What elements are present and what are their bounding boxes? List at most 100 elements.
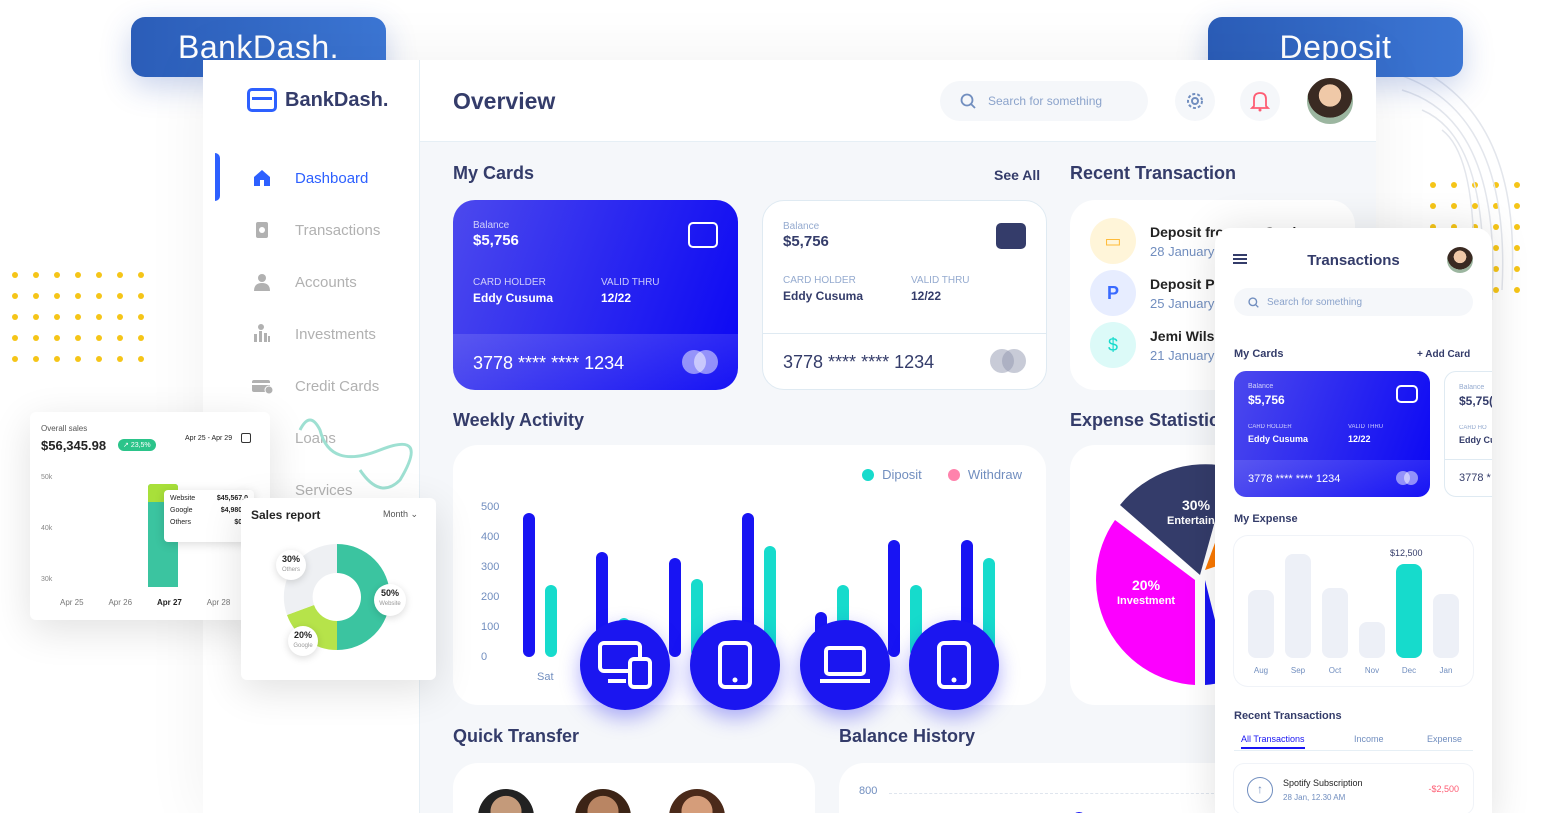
transaction-row[interactable]: ↑ Spotify Subscription 28 Jan, 12.30 AM … — [1234, 764, 1473, 813]
sidebar-item-credit-cards[interactable]: Credit Cards — [203, 360, 419, 412]
sidebar-item-label: Investments — [295, 325, 376, 343]
add-card-button[interactable]: + Add Card — [1417, 349, 1471, 360]
decorative-dot — [1493, 245, 1499, 251]
decorative-dot — [138, 293, 144, 299]
holder-label: CARD HOLDER — [783, 275, 856, 286]
transfer-icon — [251, 219, 273, 241]
x-tick: Apr 28 — [206, 598, 231, 607]
overall-sales-widget: Overall sales $56,345.98 ↗ 23,5% Apr 25 … — [30, 412, 270, 620]
menu-icon[interactable] — [1233, 254, 1247, 264]
mastercard-icon — [990, 349, 1026, 373]
calendar-icon[interactable] — [241, 433, 251, 443]
valid-label: VALID THRU — [911, 275, 970, 286]
decorative-dot — [1514, 224, 1520, 230]
slice-label-google: 20% Google — [288, 626, 318, 656]
decorative-dot — [138, 356, 144, 362]
sidebar-item-transactions[interactable]: Transactions — [203, 204, 419, 256]
decorative-dot — [75, 293, 81, 299]
credit-card-secondary[interactable]: Balance $5,756 CARD HOLDER Eddy Cusuma V… — [762, 200, 1047, 390]
y-tick: 200 — [481, 591, 500, 603]
tab-all-transactions[interactable]: All Transactions — [1241, 734, 1305, 749]
weekly-activity-title: Weekly Activity — [453, 410, 585, 430]
x-tick: Sat — [537, 671, 554, 683]
mastercard-icon — [1396, 471, 1418, 485]
balance-history-panel: 800 — [839, 763, 1239, 813]
y-tick: 30k — [41, 576, 53, 583]
sales-tooltip: Website$45,567.0 Google$4,980.0 Others$0… — [164, 490, 254, 542]
sidebar-item-dashboard[interactable]: Dashboard — [203, 152, 419, 204]
decorative-dot — [12, 335, 18, 341]
recent-transaction-title: Recent Transaction — [1070, 163, 1237, 183]
decorative-dot — [1472, 203, 1478, 209]
slice-investment-label: Investment — [1117, 595, 1176, 607]
sidebar-item-services[interactable]: Services — [203, 464, 419, 516]
sidebar-item-label: Credit Cards — [295, 377, 380, 395]
transaction-date: 21 January — [1150, 347, 1215, 363]
balance-value: $5,756 — [1248, 393, 1285, 407]
tablet-icon — [690, 620, 780, 710]
expense-statistics-title: Expense Statistics — [1070, 410, 1230, 430]
decorative-dot — [1430, 224, 1436, 230]
decorative-dot — [33, 293, 39, 299]
y-tick: 300 — [481, 561, 500, 573]
decorative-dot — [1493, 224, 1499, 230]
search-input[interactable]: Search for something — [940, 81, 1148, 121]
expense-peak-label: $12,500 — [1390, 548, 1423, 558]
see-all-link[interactable]: See All — [994, 167, 1041, 183]
decorative-dot — [33, 314, 39, 320]
tab-income[interactable]: Income — [1354, 734, 1384, 744]
logo-text: BankDash. — [285, 88, 389, 111]
holder-name: Eddy Cusuma — [473, 291, 554, 305]
decorative-dot — [33, 356, 39, 362]
transaction-row[interactable]: $ Jemi Wilson 21 January — [1090, 322, 1232, 368]
period-dropdown[interactable]: Month ⌄ — [383, 509, 419, 519]
contact-avatar[interactable] — [478, 789, 534, 813]
settings-button[interactable] — [1175, 81, 1215, 121]
sales-report-title: Sales report — [251, 508, 321, 522]
overall-sales-value: $56,345.98 — [41, 438, 107, 453]
decorative-dot — [12, 272, 18, 278]
user-icon — [251, 271, 273, 293]
holder-label: CARD HO — [1459, 425, 1487, 431]
card-footer — [1445, 459, 1492, 496]
mobile-credit-card[interactable]: Balance $5,756 CARD HOLDER Eddy Cusuma V… — [1234, 371, 1430, 497]
tabs-divider — [1234, 750, 1473, 751]
slice-entertainment-pct: 30% — [1182, 497, 1211, 513]
mobile-credit-card-secondary[interactable]: Balance $5,75( CARD HO Eddy Cu 3778 * — [1444, 371, 1492, 497]
laptop-icon — [800, 620, 890, 710]
mobile-avatar[interactable] — [1447, 247, 1473, 273]
bell-icon — [1250, 92, 1270, 112]
decorative-dot — [1451, 182, 1457, 188]
decorative-dot — [117, 314, 123, 320]
mobile-transactions-screen: Transactions Search for something My Car… — [1215, 228, 1492, 813]
tab-expense[interactable]: Expense — [1427, 734, 1463, 744]
logo[interactable]: BankDash. — [247, 88, 388, 112]
transaction-date: 28 January — [1150, 243, 1215, 259]
user-avatar[interactable] — [1305, 76, 1355, 126]
decorative-dot — [1493, 266, 1499, 272]
balance-value: $5,756 — [473, 232, 519, 249]
paypal-icon: P — [1090, 270, 1136, 316]
valid-value: 12/22 — [911, 289, 942, 303]
decorative-dot — [96, 356, 102, 362]
sidebar-item-investments[interactable]: Investments — [203, 308, 419, 360]
credit-card-primary[interactable]: Balance $5,756 CARD HOLDER Eddy Cusuma V… — [453, 200, 738, 390]
decorative-dot — [117, 293, 123, 299]
search-icon — [1248, 296, 1259, 308]
date-range[interactable]: Apr 25 - Apr 29 — [185, 435, 233, 442]
bar-withdraw — [764, 546, 776, 657]
contact-avatar[interactable] — [669, 789, 725, 813]
chevron-down-icon: ⌄ — [410, 509, 419, 519]
valid-label: VALID THRU — [1348, 424, 1384, 430]
decorative-dot — [138, 335, 144, 341]
gear-icon — [1187, 93, 1203, 109]
sidebar-item-accounts[interactable]: Accounts — [203, 256, 419, 308]
mobile-search-input[interactable]: Search for something — [1234, 288, 1473, 316]
contact-avatar[interactable] — [575, 789, 631, 813]
notifications-button[interactable] — [1240, 81, 1280, 121]
decorative-dot — [75, 272, 81, 278]
x-tick: Apr 25 — [60, 598, 84, 607]
transaction-row[interactable]: P Deposit Paypal 25 January — [1090, 270, 1250, 316]
card-number: 3778 **** **** 1234 — [783, 352, 935, 372]
devices-icon — [580, 620, 670, 710]
